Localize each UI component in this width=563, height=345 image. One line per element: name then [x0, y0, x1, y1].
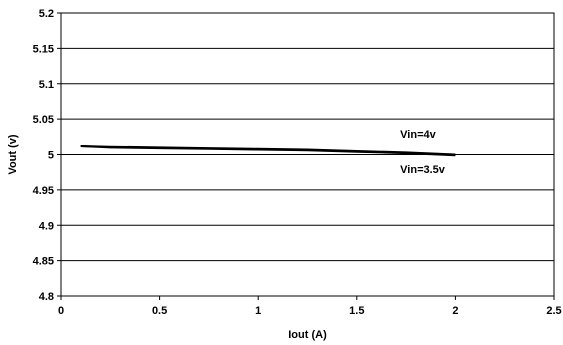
y-tick-label: 4.85 [33, 256, 54, 268]
series-line-1 [80, 145, 456, 157]
y-tick-label: 5.1 [39, 79, 54, 91]
series-lines [80, 145, 456, 157]
x-axis: 0 0.5 1 1.5 2 2.5 [58, 296, 562, 317]
y-tick-label: 4.95 [33, 185, 54, 197]
x-tick-label: 0 [58, 305, 64, 317]
y-tick-label: 4.9 [39, 220, 54, 232]
x-tick-label: 2 [452, 305, 458, 317]
x-tick-label: 1 [255, 305, 261, 317]
y-tick-label: 4.8 [39, 291, 54, 303]
series-label-vin-4v: Vin=4v [400, 129, 436, 141]
x-tick-label: 0.5 [152, 305, 167, 317]
y-tick-label: 5.2 [39, 8, 54, 20]
y-tick-label: 5 [48, 150, 54, 162]
x-tick-label: 1.5 [349, 305, 364, 317]
x-axis-title: Iout (A) [288, 329, 327, 341]
y-axis: 4.8 4.85 4.9 4.95 5 5.05 5.1 5.15 5.2 [33, 8, 61, 303]
y-tick-label: 5.15 [33, 43, 54, 55]
x-tick-label: 2.5 [546, 305, 561, 317]
grid-lines [61, 12, 554, 297]
series-label-vin-3-5v: Vin=3.5v [400, 164, 446, 176]
y-tick-label: 5.05 [33, 114, 54, 126]
y-axis-title: Vout (v) [7, 134, 19, 174]
